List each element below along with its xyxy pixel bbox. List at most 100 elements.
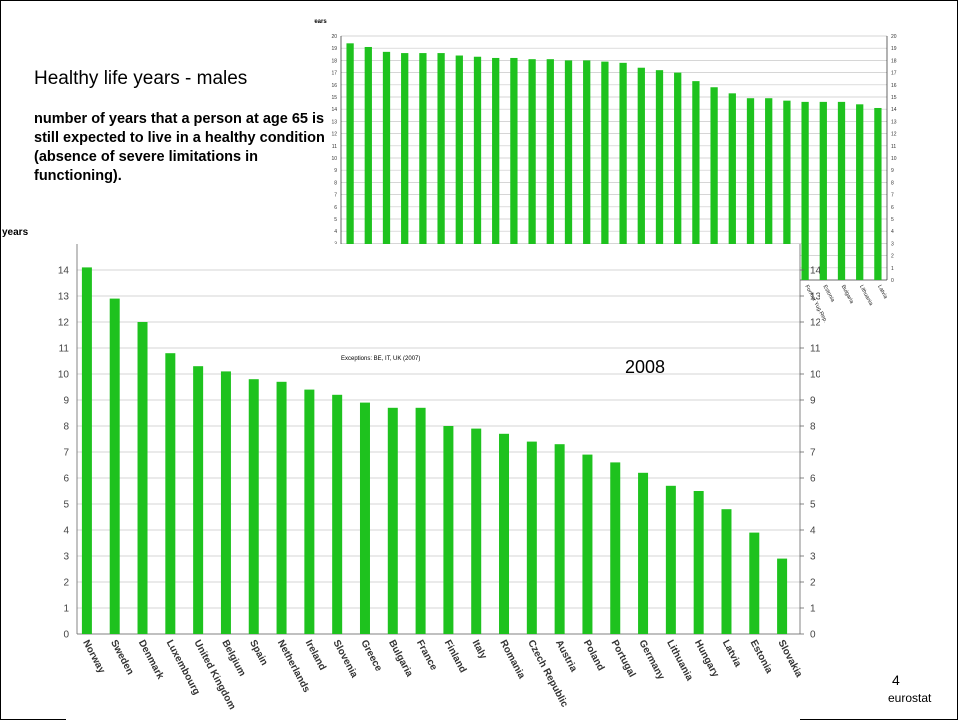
page-number: 4 <box>892 672 900 688</box>
secondary-bar <box>510 57 518 281</box>
secondary-y-tick-label: 17 <box>331 71 337 77</box>
main-y-tick-label: 4 <box>63 526 69 537</box>
secondary-bar <box>546 59 554 281</box>
secondary-y-tick-label: 12 <box>331 132 337 138</box>
secondary-bar <box>856 104 864 280</box>
secondary-bar <box>837 101 846 280</box>
main-bar <box>332 394 343 634</box>
secondary-y-tick-label: 11 <box>332 144 337 150</box>
secondary-bar <box>601 61 609 281</box>
main-y-tick-label-right: 2 <box>810 578 816 589</box>
main-y-tick-label-right: 6 <box>810 474 816 485</box>
main-y-tick-label-right: 14 <box>810 266 820 277</box>
secondary-bar <box>746 98 755 280</box>
main-bar <box>304 389 315 634</box>
main-y-tick-label-right: 0 <box>810 630 816 641</box>
secondary-y-tick-label: 8 <box>334 180 337 186</box>
main-y-tick-label: 0 <box>63 630 69 641</box>
main-y-tick-label: 12 <box>58 318 70 329</box>
secondary-y-tick-label-right: 5 <box>891 217 894 223</box>
main-bar <box>248 379 259 634</box>
secondary-y-tick-label-right: 13 <box>891 119 897 125</box>
main-y-tick-label: 9 <box>63 396 69 407</box>
secondary-bar <box>674 72 682 280</box>
secondary-y-tick-label: 9 <box>334 168 337 174</box>
main-bar <box>693 491 704 634</box>
secondary-bar <box>364 46 372 281</box>
slide-description: number of years that a person at age 65 … <box>34 111 325 184</box>
secondary-y-tick-label-right: 19 <box>891 46 897 52</box>
secondary-bar <box>710 87 718 281</box>
main-y-tick-label: 8 <box>63 422 69 433</box>
secondary-y-tick-label: 19 <box>331 46 337 52</box>
secondary-y-tick-label-right: 2 <box>891 254 894 260</box>
secondary-y-tick-label-right: 20 <box>891 34 897 40</box>
secondary-y-tick-label: 10 <box>331 156 337 162</box>
main-bar <box>165 353 176 634</box>
main-y-tick-label: 13 <box>58 292 70 303</box>
secondary-y-tick-label: 5 <box>334 217 337 223</box>
secondary-bar <box>382 51 391 280</box>
main-y-tick-label-right: 9 <box>810 396 816 407</box>
secondary-bar <box>637 67 645 280</box>
secondary-y-tick-label-right: 17 <box>891 71 897 77</box>
main-bar <box>638 472 649 634</box>
main-y-tick-label-right: 7 <box>810 448 816 459</box>
main-y-axis-label: years <box>2 227 29 238</box>
secondary-y-tick-label: 13 <box>331 119 337 125</box>
main-y-tick-label-right: 10 <box>810 370 820 381</box>
main-y-tick-label: 7 <box>63 448 69 459</box>
secondary-y-axis-label: years <box>314 19 327 25</box>
secondary-y-tick-label: 7 <box>334 193 337 199</box>
main-bar <box>471 428 482 634</box>
main-y-tick-label: 11 <box>59 344 70 355</box>
main-bar <box>777 558 788 634</box>
main-y-tick-label-right: 5 <box>810 500 816 511</box>
main-bar <box>749 532 760 634</box>
secondary-y-tick-label: 20 <box>331 34 337 40</box>
secondary-y-tick-label-right: 8 <box>891 180 894 186</box>
main-bar <box>610 462 621 634</box>
main-bar <box>387 407 398 634</box>
secondary-y-tick-label-right: 7 <box>891 193 894 199</box>
secondary-bar <box>619 62 627 281</box>
secondary-bar <box>346 43 354 280</box>
secondary-y-tick-label: 18 <box>331 58 337 64</box>
main-chart-background <box>66 244 800 720</box>
secondary-y-tick-label-right: 9 <box>891 168 894 174</box>
main-y-tick-label: 3 <box>63 552 69 563</box>
slide-title: Healthy life years - males <box>34 68 248 89</box>
main-y-tick-label-right: 11 <box>810 344 820 355</box>
secondary-bar <box>583 60 591 281</box>
main-bar <box>276 381 287 634</box>
main-y-tick-label-right: 1 <box>810 604 816 615</box>
main-bar <box>109 298 120 634</box>
secondary-y-tick-label: 6 <box>334 205 337 211</box>
main-bar <box>554 444 565 634</box>
secondary-y-tick-label-right: 10 <box>891 156 897 162</box>
secondary-y-tick-label: 15 <box>331 95 337 101</box>
secondary-y-tick-label-right: 6 <box>891 205 894 211</box>
main-bar <box>526 441 537 634</box>
secondary-bar <box>819 101 827 280</box>
secondary-y-tick-label-right: 4 <box>891 229 894 235</box>
secondary-y-tick-label-right: 12 <box>891 132 897 138</box>
main-y-tick-label-right: 12 <box>810 318 820 329</box>
main-y-tick-label-right: 13 <box>810 292 820 303</box>
secondary-y-tick-label-right: 1 <box>891 266 894 272</box>
secondary-bar <box>473 56 482 280</box>
secondary-bar <box>455 55 463 280</box>
main-bar <box>582 454 593 634</box>
secondary-y-tick-label-right: 15 <box>891 95 897 101</box>
secondary-y-tick-label: 14 <box>331 107 337 113</box>
main-y-tick-label: 5 <box>63 500 69 511</box>
main-y-tick-label: 6 <box>63 474 69 485</box>
main-bar <box>193 366 204 634</box>
main-y-tick-label: 2 <box>63 578 69 589</box>
main-bar <box>137 322 148 634</box>
secondary-bar <box>564 60 573 281</box>
main-bar <box>721 509 732 634</box>
main-bar <box>665 485 676 634</box>
secondary-y-tick-label-right: 0 <box>891 278 894 284</box>
